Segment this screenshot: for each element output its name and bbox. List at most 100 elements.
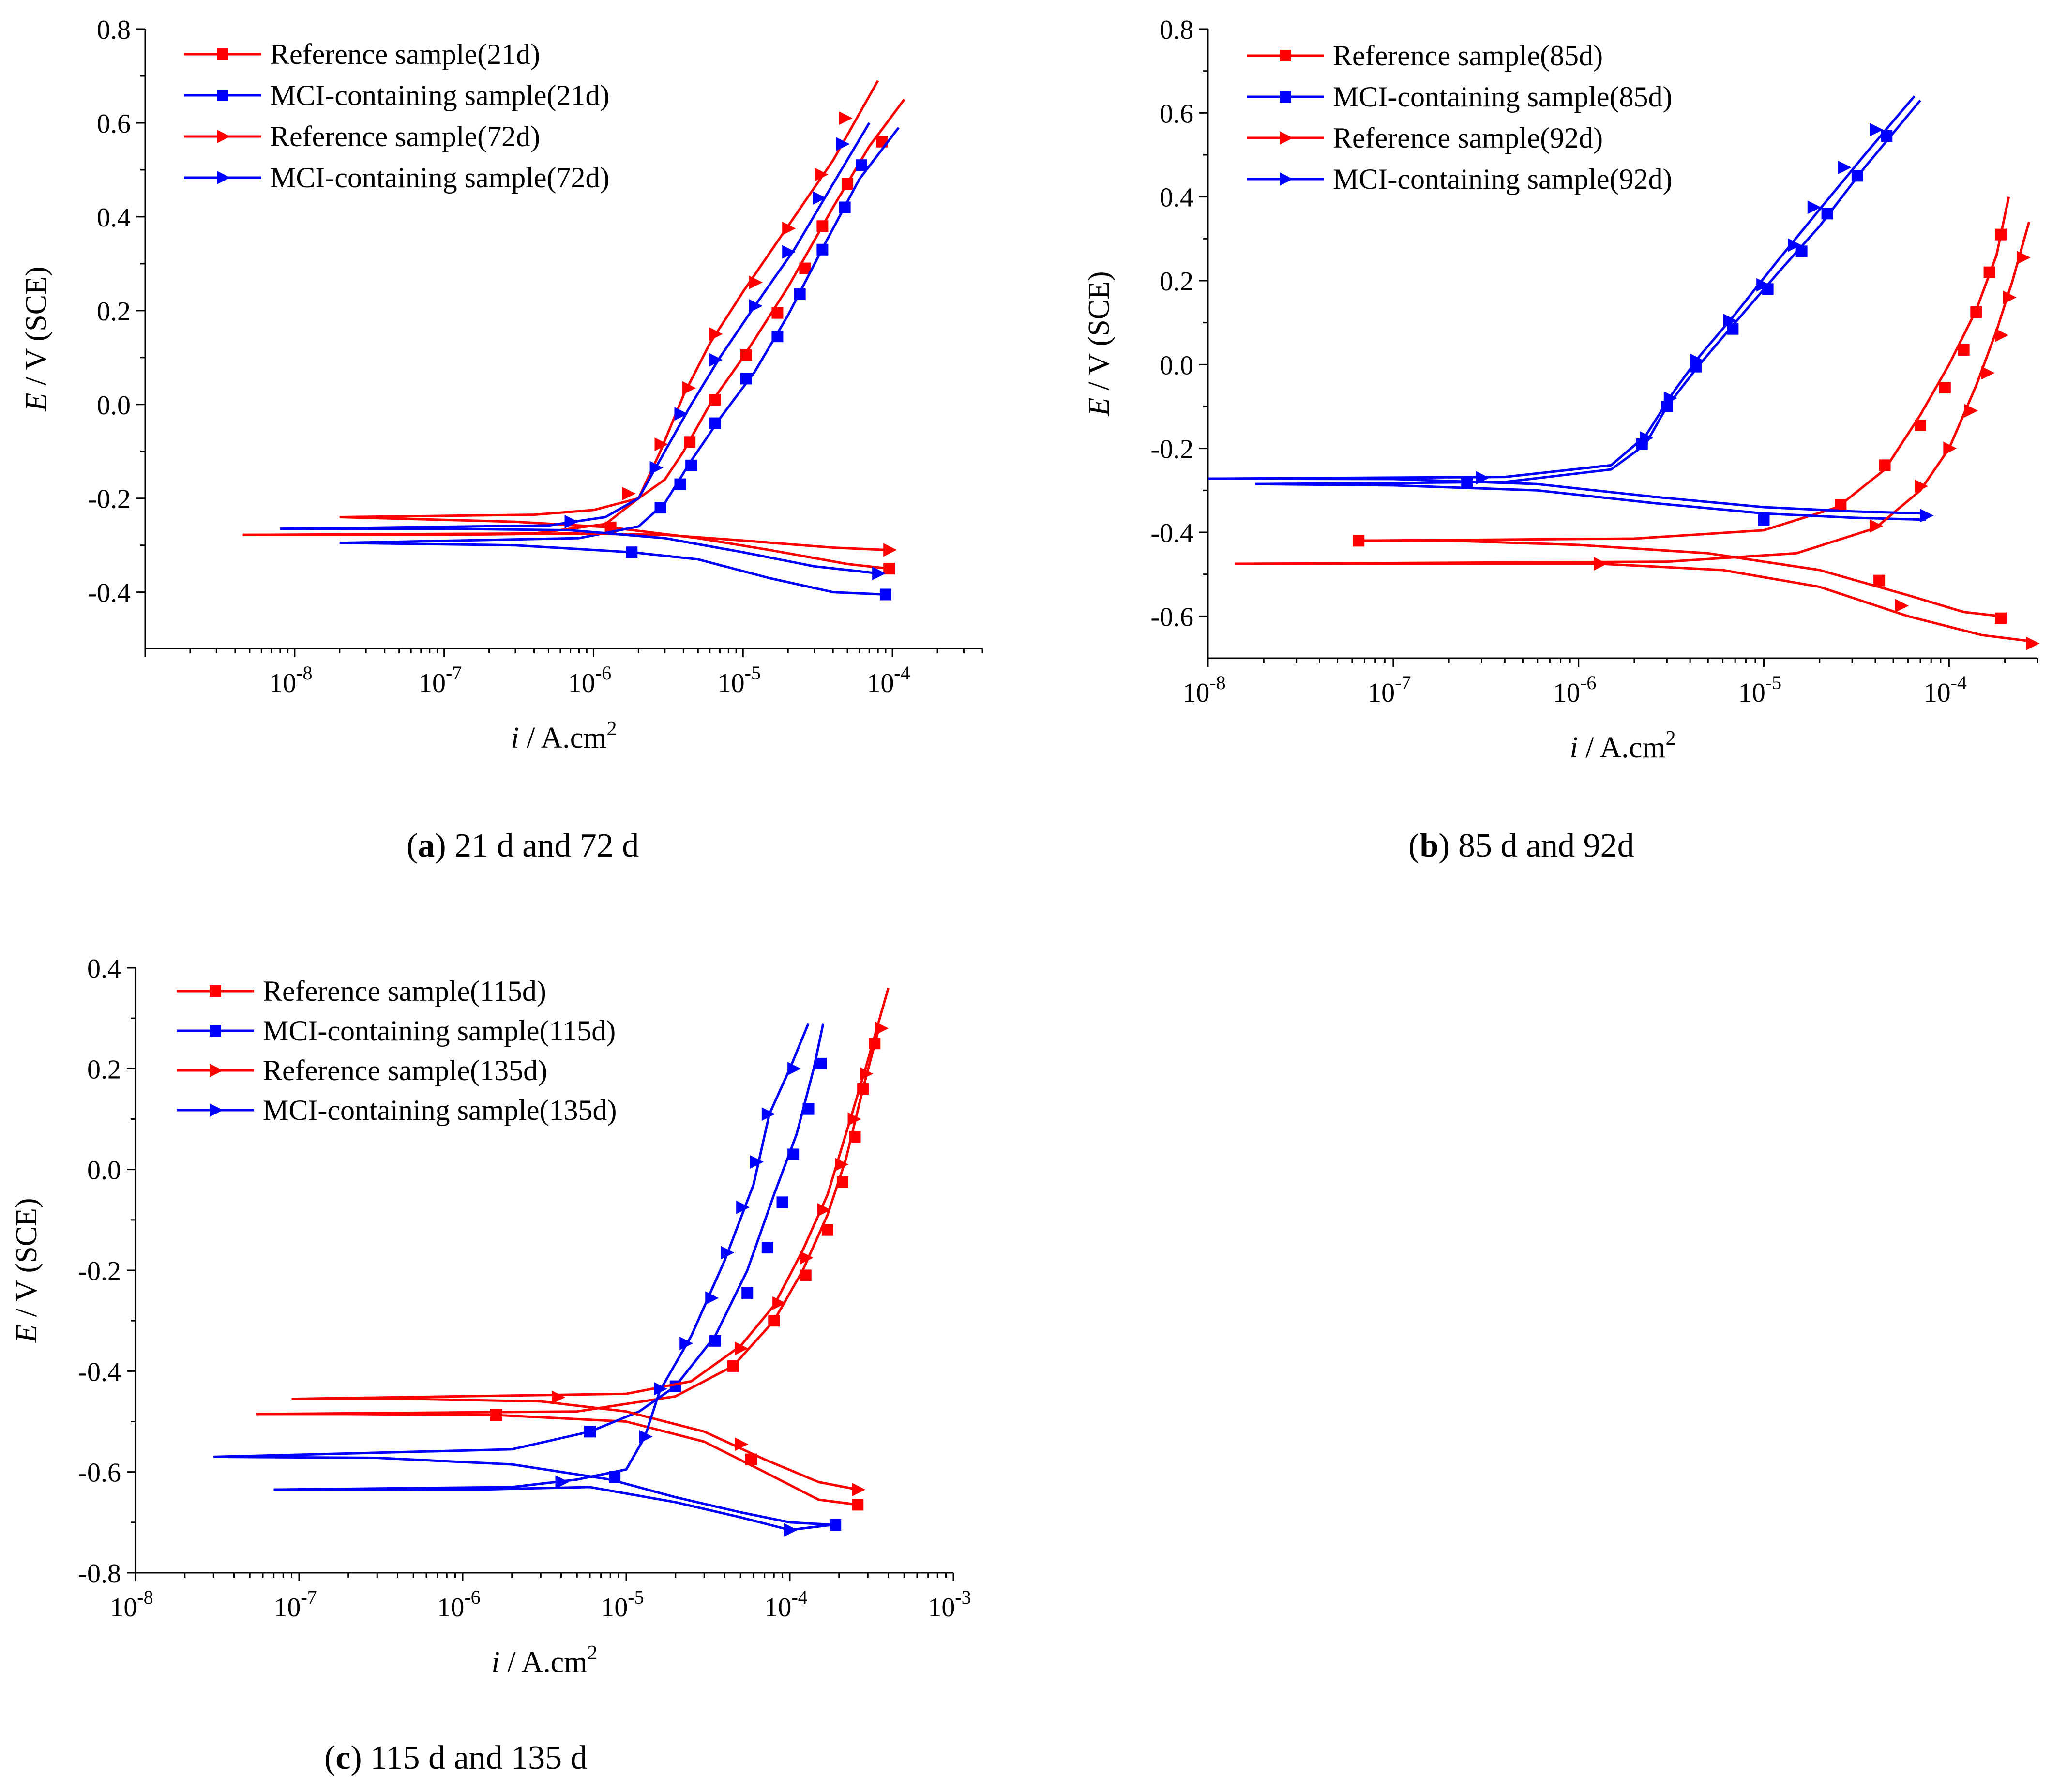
y-tick-label: 0.0 — [97, 391, 131, 421]
y-tick-label: 0.2 — [97, 297, 131, 327]
x-axis-label: i / A.cm2 — [491, 1642, 597, 1679]
data-point — [855, 159, 867, 171]
data-point — [1640, 431, 1654, 445]
data-point — [2017, 251, 2031, 265]
data-point — [1838, 161, 1852, 174]
legend-item: Reference sample(115d) — [177, 975, 546, 1007]
y-tick-label: -0.4 — [88, 578, 131, 608]
y-tick-label: 0.2 — [87, 1054, 121, 1084]
y-axis-label: E / V (SCE) — [10, 1198, 43, 1343]
data-point — [555, 1475, 569, 1489]
legend-marker — [217, 48, 228, 60]
x-tick-label: 10-6 — [437, 1586, 480, 1623]
data-point — [761, 1242, 773, 1254]
legend-marker — [217, 90, 228, 101]
y-axis-label: E / V (SCE) — [1083, 271, 1116, 416]
data-point — [1995, 612, 2007, 624]
legend-label: Reference sample(85d) — [1333, 40, 1603, 72]
legend-label: Reference sample(21d) — [270, 38, 540, 70]
data-point — [1958, 344, 1970, 356]
series-line-cathodic — [280, 527, 878, 575]
legend-item: Reference sample(92d) — [1247, 122, 1603, 154]
data-point — [1895, 599, 1909, 613]
data-point — [817, 1203, 831, 1217]
series-line-anodic — [242, 80, 879, 536]
x-tick-label: 10-8 — [110, 1586, 153, 1623]
data-point — [771, 331, 784, 343]
y-tick-label: -0.6 — [78, 1458, 121, 1488]
y-tick-label: -0.6 — [1150, 602, 1193, 632]
y-tick-label: 0.2 — [1160, 267, 1193, 297]
y-tick-label: 0.0 — [1160, 350, 1193, 380]
data-point — [490, 1409, 502, 1421]
data-point — [727, 1360, 739, 1372]
data-point — [802, 1103, 815, 1115]
data-point — [639, 1430, 653, 1444]
data-point — [682, 381, 696, 395]
x-tick-label: 10-4 — [1924, 672, 1967, 708]
series-line-cathodic — [291, 1398, 858, 1491]
data-point — [740, 349, 752, 361]
panel-c: -0.8 -0.6 -0.4 -0.2 0.0 0.2 0.4 10-8 10-7 10-6 10-… — [10, 954, 971, 1777]
y-tick-label: -0.2 — [78, 1256, 121, 1286]
data-point — [815, 1057, 827, 1069]
data-point — [674, 407, 688, 421]
data-point — [852, 1499, 864, 1511]
data-point — [626, 546, 638, 558]
data-point — [813, 191, 827, 205]
x-tick-label: 10-6 — [568, 662, 611, 698]
y-tick-label: 0.4 — [97, 203, 131, 233]
data-point — [1821, 208, 1833, 220]
y-axis-label: E / V (SCE) — [20, 266, 53, 411]
data-point — [584, 1426, 596, 1438]
legend-label: Reference sample(72d) — [270, 120, 540, 152]
data-point — [749, 275, 763, 289]
x-tick-label: 10-5 — [718, 662, 761, 698]
data-point — [1995, 328, 2009, 342]
legend-marker — [1280, 50, 1291, 61]
data-point — [761, 1107, 775, 1121]
series-a-3 — [280, 122, 886, 580]
data-point — [1964, 404, 1978, 418]
series-line-anodic — [1207, 95, 1916, 480]
data-point — [836, 1176, 848, 1188]
y-tick-label: 0.4 — [87, 954, 121, 984]
legend-item: MCI-containing sample(21d) — [184, 79, 610, 111]
series-b-1 — [1255, 99, 1926, 526]
series-line-cathodic — [1255, 482, 1926, 521]
data-point — [1915, 420, 1927, 431]
data-point — [883, 563, 895, 575]
data-point — [794, 288, 806, 300]
legend-label: Reference sample(135d) — [263, 1054, 547, 1086]
data-point — [872, 566, 886, 580]
series-line-anodic — [280, 122, 871, 530]
series-line-cathodic — [1235, 562, 2032, 643]
data-point — [750, 1155, 764, 1169]
data-point — [654, 437, 668, 452]
data-point — [2003, 290, 2017, 304]
legend-item: MCI-containing sample(92d) — [1247, 163, 1673, 195]
data-point — [740, 373, 752, 385]
data-point — [879, 588, 891, 601]
series-line-cathodic — [273, 1486, 832, 1531]
data-point — [1723, 314, 1737, 328]
data-point — [883, 543, 897, 557]
data-point — [839, 201, 851, 213]
legend-marker — [217, 171, 230, 184]
data-point — [709, 327, 723, 341]
legend-marker — [210, 985, 221, 997]
legend-item: Reference sample(21d) — [184, 38, 540, 70]
x-tick-label: 10-8 — [1182, 672, 1225, 708]
data-point — [772, 1296, 786, 1310]
y-tick-label: 0.6 — [97, 109, 131, 139]
series-line-anodic — [273, 1023, 810, 1491]
data-point — [875, 1022, 889, 1035]
y-tick-label: 0.0 — [87, 1156, 121, 1186]
x-tick-label: 10-5 — [1738, 672, 1781, 708]
x-tick-label: 10-5 — [601, 1586, 644, 1623]
data-point — [1939, 382, 1951, 393]
data-point — [649, 461, 664, 475]
series-line-cathodic — [1207, 477, 1926, 515]
data-point — [771, 307, 784, 319]
legend-label: Reference sample(92d) — [1333, 122, 1603, 154]
